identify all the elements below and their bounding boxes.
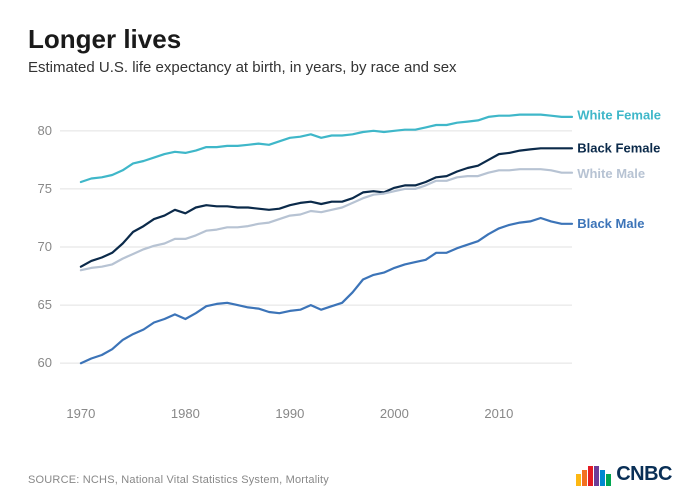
y-tick-label: 60 — [38, 355, 52, 370]
source-text: SOURCE: NCHS, National Vital Statistics … — [28, 474, 329, 486]
y-tick-label: 65 — [38, 297, 52, 312]
chart-subtitle: Estimated U.S. life expectancy at birth,… — [28, 59, 672, 76]
series-label: White Female — [577, 108, 661, 123]
series-label: White Male — [577, 166, 645, 181]
series-line — [81, 148, 572, 266]
footer: SOURCE: NCHS, National Vital Statistics … — [28, 463, 672, 486]
chart-card: Longer lives Estimated U.S. life expecta… — [0, 0, 700, 500]
peacock-feather — [606, 474, 611, 486]
x-tick-label: 2010 — [484, 406, 513, 421]
line-chart: 60 65 70 75 80 1970 1980 1990 2000 2010 White Fema… — [28, 88, 672, 428]
x-tick-label: 2000 — [380, 406, 409, 421]
x-tick-label: 1980 — [171, 406, 200, 421]
peacock-feather — [582, 470, 587, 486]
series-label: Black Female — [577, 140, 660, 155]
peacock-feather — [576, 474, 581, 486]
chart-area: 60 65 70 75 80 1970 1980 1990 2000 2010 White Fema… — [28, 88, 672, 428]
cnbc-logo: CNBC — [576, 463, 672, 486]
y-tick-label: 80 — [38, 123, 52, 138]
series-line — [81, 218, 572, 363]
y-tick-label: 70 — [38, 239, 52, 254]
logo-text: CNBC — [616, 463, 672, 486]
peacock-icon — [576, 464, 612, 486]
x-tick-label: 1970 — [66, 406, 95, 421]
series-line — [81, 115, 572, 182]
y-tick-label: 75 — [38, 181, 52, 196]
peacock-feather — [594, 466, 599, 486]
peacock-feather — [588, 466, 593, 486]
series-label: Black Male — [577, 216, 644, 231]
x-tick-label: 1990 — [275, 406, 304, 421]
chart-title: Longer lives — [28, 24, 672, 55]
peacock-feather — [600, 470, 605, 486]
